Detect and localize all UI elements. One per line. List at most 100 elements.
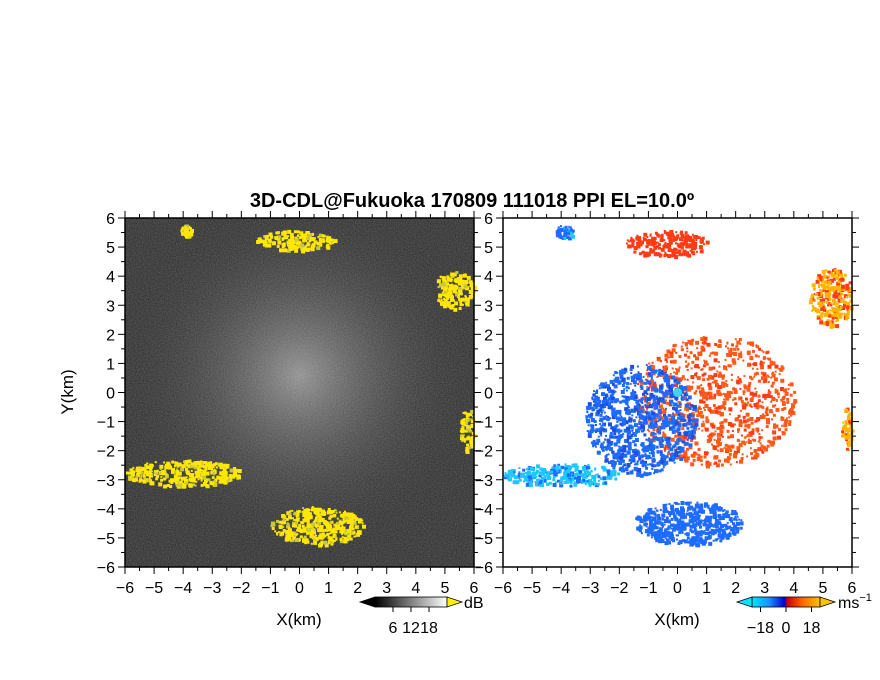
data-pixel — [708, 354, 711, 357]
data-pixel — [677, 409, 680, 412]
data-pixel — [670, 404, 673, 407]
data-pixel — [650, 387, 655, 392]
data-pixel — [630, 462, 632, 464]
data-pixel — [822, 289, 825, 292]
data-pixel — [781, 431, 786, 436]
data-pixel — [770, 400, 773, 403]
data-pixel — [663, 523, 666, 526]
data-pixel — [655, 395, 658, 398]
data-pixel — [667, 420, 671, 424]
data-pixel — [713, 358, 718, 363]
data-pixel — [622, 381, 626, 385]
y-tick-label: −6 — [475, 560, 493, 577]
data-pixel — [620, 466, 624, 471]
data-pixel — [591, 406, 594, 410]
data-pixel — [692, 524, 696, 529]
data-pixel — [661, 455, 664, 458]
data-pixel — [713, 373, 718, 378]
data-pixel — [633, 450, 638, 455]
data-pixel — [664, 358, 668, 362]
data-pixel — [673, 343, 677, 347]
data-pixel — [310, 530, 314, 534]
data-pixel — [811, 296, 815, 300]
data-pixel — [295, 517, 300, 522]
data-pixel — [648, 437, 650, 440]
data-pixel — [659, 508, 662, 511]
data-pixel — [299, 538, 301, 541]
data-pixel — [674, 441, 679, 446]
data-pixel — [304, 514, 309, 519]
data-pixel — [701, 429, 704, 432]
data-pixel — [347, 513, 352, 518]
data-pixel — [764, 410, 768, 414]
data-pixel — [750, 405, 753, 408]
data-pixel — [347, 539, 350, 542]
data-pixel — [663, 450, 666, 452]
data-pixel — [353, 535, 356, 538]
data-pixel — [660, 397, 665, 402]
data-pixel — [644, 381, 647, 385]
data-pixel — [353, 519, 356, 521]
data-pixel — [262, 239, 266, 243]
data-pixel — [663, 232, 666, 235]
data-pixel — [664, 230, 667, 233]
data-pixel — [681, 242, 685, 247]
data-pixel — [705, 362, 709, 366]
data-pixel — [664, 380, 667, 383]
data-pixel — [670, 504, 675, 509]
data-pixel — [826, 276, 829, 279]
data-pixel — [727, 526, 731, 530]
data-pixel — [837, 269, 842, 274]
data-pixel — [716, 432, 721, 437]
data-pixel — [742, 419, 747, 424]
data-pixel — [639, 473, 644, 478]
data-pixel — [180, 467, 185, 472]
data-pixel — [362, 524, 366, 529]
data-pixel — [681, 254, 684, 257]
data-pixel — [218, 462, 223, 467]
data-pixel — [619, 374, 624, 379]
data-pixel — [793, 401, 797, 405]
data-pixel — [611, 382, 615, 386]
data-pixel — [313, 531, 316, 535]
data-pixel — [256, 240, 261, 244]
data-pixel — [199, 475, 204, 480]
data-pixel — [834, 315, 838, 319]
data-pixel — [462, 434, 465, 437]
data-pixel — [762, 351, 765, 354]
data-pixel — [646, 380, 649, 383]
data-pixel — [682, 526, 687, 531]
data-pixel — [183, 460, 186, 464]
data-pixel — [596, 473, 599, 476]
data-pixel — [301, 249, 306, 254]
data-pixel — [312, 237, 315, 240]
data-pixel — [619, 369, 624, 374]
data-pixel — [196, 473, 200, 478]
data-pixel — [681, 253, 684, 256]
data-pixel — [675, 399, 678, 402]
data-pixel — [145, 465, 150, 470]
data-pixel — [701, 347, 706, 352]
data-pixel — [634, 384, 637, 387]
data-pixel — [657, 359, 660, 362]
data-pixel — [679, 237, 682, 241]
data-pixel — [777, 435, 781, 440]
data-pixel — [638, 412, 642, 416]
data-pixel — [189, 227, 192, 230]
data-pixel — [721, 529, 725, 532]
data-pixel — [660, 236, 664, 240]
data-pixel — [811, 304, 814, 307]
data-pixel — [637, 372, 642, 377]
y-tick-label: 1 — [106, 356, 115, 373]
data-pixel — [311, 535, 316, 540]
colorbar-left-arrow — [358, 596, 376, 608]
data-pixel — [658, 418, 662, 422]
data-pixel — [558, 231, 562, 235]
data-pixel — [642, 392, 645, 396]
data-pixel — [636, 469, 640, 473]
data-pixel — [587, 430, 592, 435]
data-pixel — [185, 227, 189, 231]
data-pixel — [172, 471, 175, 474]
data-pixel — [703, 341, 707, 345]
data-pixel — [636, 403, 641, 408]
